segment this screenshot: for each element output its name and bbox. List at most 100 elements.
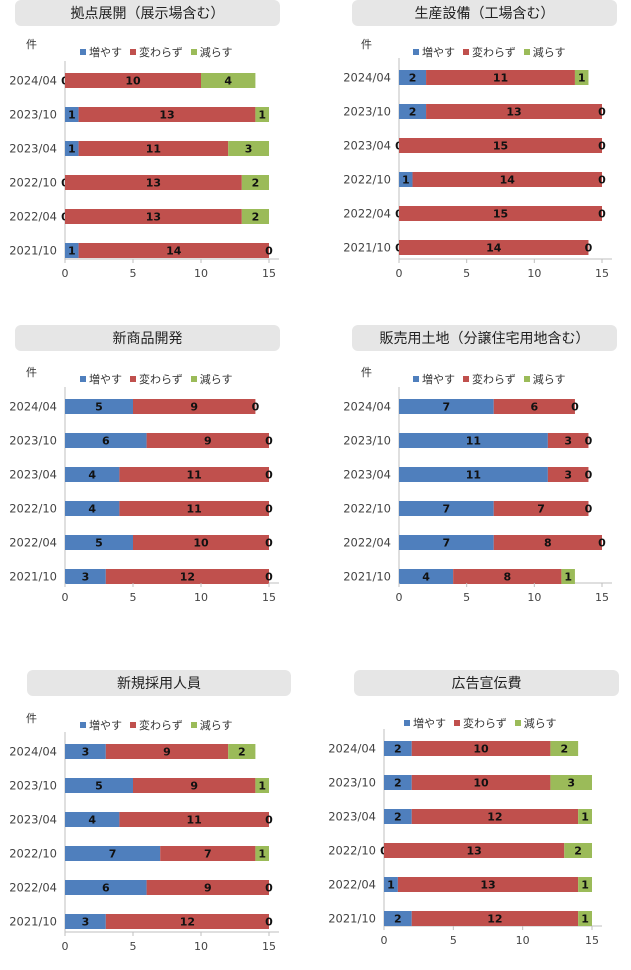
category-label: 2022/10 — [9, 502, 57, 516]
legend-item-decrease: 減らす — [523, 44, 566, 60]
bar-segment-unchanged — [453, 569, 562, 584]
legend-swatch-decrease — [523, 49, 530, 55]
data-label-increase: 7 — [443, 537, 451, 550]
x-tick-label: 15 — [595, 591, 609, 604]
x-tick-label: 10 — [527, 591, 541, 604]
bar-segment-decrease — [241, 175, 269, 190]
legend-item-increase: 増やす — [80, 717, 122, 733]
bar-segment-unchanged — [426, 104, 602, 119]
data-label-decrease: 0 — [598, 537, 606, 550]
x-tick-label: 15 — [262, 591, 276, 604]
data-label-increase: 3 — [82, 746, 90, 759]
x-tick-label: 0 — [62, 591, 69, 604]
data-label-unchanged: 8 — [544, 537, 552, 550]
data-label-increase: 4 — [88, 814, 96, 827]
x-tick-label: 5 — [463, 267, 470, 280]
chart-title: 生産設備（工場含む） — [352, 0, 617, 26]
bar-segment-increase — [399, 501, 494, 516]
bar-segment-increase — [384, 809, 412, 824]
chart-panel: 販売用土地（分譲住宅用地含む） 件 増やす 変わらず 減らす 2024/04 7 6… — [335, 325, 631, 625]
data-label-unchanged: 9 — [204, 435, 212, 448]
legend-swatch-decrease — [514, 720, 521, 726]
legend-swatch-increase — [404, 720, 410, 726]
data-label-decrease: 1 — [258, 848, 266, 861]
data-label-unchanged: 10 — [193, 537, 209, 550]
x-tick-label: 10 — [194, 940, 208, 953]
data-label-decrease: 1 — [581, 879, 589, 892]
category-label: 2023/04 — [343, 468, 391, 482]
bar-segment-increase — [65, 880, 147, 895]
legend-swatch-decrease — [190, 49, 197, 55]
data-label-decrease: 1 — [258, 780, 266, 793]
bar-segment-increase — [65, 744, 106, 759]
legend-swatch-decrease — [190, 722, 197, 728]
chart-title: 広告宣伝費 — [354, 670, 619, 696]
bar-segment-increase — [399, 399, 494, 414]
bar-segment-unchanged — [399, 138, 602, 153]
legend-item-decrease: 減らす — [190, 44, 233, 60]
data-label-unchanged: 6 — [531, 401, 539, 414]
category-label: 2023/10 — [9, 434, 57, 448]
category-label: 2022/10 — [343, 173, 391, 187]
data-label-unchanged: 9 — [163, 746, 171, 759]
data-label-unchanged: 13 — [146, 177, 161, 190]
legend-swatch-unchanged — [463, 49, 469, 55]
bar-segment-increase — [384, 877, 398, 892]
legend-swatch-increase — [80, 49, 86, 55]
bar-segment-decrease — [228, 744, 256, 759]
legend-label: 変わらず — [139, 719, 183, 732]
legend-label: 減らす — [199, 719, 233, 732]
bar-segment-unchanged — [133, 399, 256, 414]
data-label-decrease: 0 — [598, 140, 606, 153]
category-label: 2024/04 — [9, 745, 57, 759]
bar-segment-unchanged — [78, 107, 256, 122]
category-label: 2024/04 — [343, 400, 391, 414]
category-label: 2023/04 — [343, 139, 391, 153]
data-label-increase: 11 — [466, 435, 481, 448]
data-label-increase: 1 — [387, 879, 395, 892]
data-label-increase: 3 — [82, 571, 90, 584]
bar-segment-unchanged — [397, 877, 579, 892]
data-label-unchanged: 14 — [500, 174, 516, 187]
data-label-unchanged: 7 — [537, 503, 545, 516]
bar-segment-decrease — [550, 775, 592, 790]
legend: 増やす 変わらず 減らす — [413, 371, 566, 387]
category-label: 2021/10 — [9, 244, 57, 258]
data-label-increase: 5 — [95, 401, 103, 414]
data-label-unchanged: 7 — [204, 848, 212, 861]
data-label-decrease: 3 — [567, 777, 575, 790]
category-label: 2022/04 — [343, 207, 391, 221]
data-label-unchanged: 14 — [166, 245, 182, 258]
x-tick-label: 15 — [585, 934, 599, 947]
data-label-increase: 2 — [409, 72, 417, 85]
data-label-unchanged: 13 — [466, 845, 481, 858]
data-label-unchanged: 10 — [125, 75, 141, 88]
data-label-increase: 1 — [68, 143, 76, 156]
bar-segment-unchanged — [493, 501, 589, 516]
data-label-decrease: 0 — [598, 208, 606, 221]
legend-swatch-increase — [80, 722, 86, 728]
bar-segment-decrease — [578, 877, 592, 892]
legend-label: 変わらず — [463, 717, 507, 730]
data-label-unchanged: 12 — [180, 916, 195, 929]
chart-title: 拠点展開（展示場含む） — [15, 0, 280, 26]
bar-segment-increase — [65, 107, 79, 122]
legend-swatch-increase — [413, 49, 419, 55]
category-label: 2022/04 — [9, 881, 57, 895]
legend-swatch-decrease — [190, 376, 197, 382]
bar-segment-unchanged — [384, 843, 565, 858]
data-label-unchanged: 13 — [506, 106, 521, 119]
data-label-unchanged: 11 — [187, 469, 202, 482]
data-label-decrease: 1 — [581, 811, 589, 824]
data-label-increase: 2 — [394, 811, 402, 824]
legend-label: 減らす — [532, 373, 566, 386]
bar-segment-increase — [384, 775, 412, 790]
data-label-decrease: 2 — [252, 211, 260, 224]
data-label-increase: 1 — [68, 245, 76, 258]
bar-segment-unchanged — [119, 501, 270, 516]
data-label-decrease: 0 — [265, 435, 273, 448]
data-label-increase: 7 — [109, 848, 117, 861]
bar-segment-increase — [399, 535, 494, 550]
data-label-unchanged: 13 — [159, 109, 174, 122]
legend: 増やす 変わらず 減らす — [413, 44, 566, 60]
